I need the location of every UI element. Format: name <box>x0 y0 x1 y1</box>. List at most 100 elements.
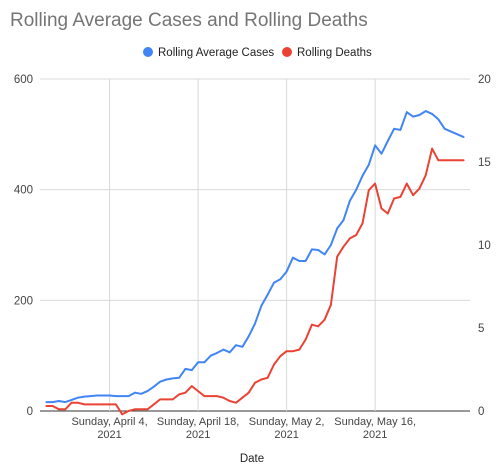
cases-point <box>45 401 48 403</box>
cases-point <box>102 394 105 397</box>
gridlines <box>40 78 470 412</box>
cases-point <box>247 335 250 338</box>
deaths-point <box>273 363 275 366</box>
cases-point <box>146 390 149 392</box>
cases-point <box>83 395 86 398</box>
x-tick-label: Sunday, May 2, <box>249 416 325 428</box>
cases-point <box>405 111 408 114</box>
deaths-point <box>330 303 332 306</box>
deaths-point <box>311 323 313 326</box>
legend-label-cases: Rolling Average Cases <box>158 47 274 59</box>
deaths-point <box>197 390 200 392</box>
deaths-point <box>367 189 370 192</box>
cases-point <box>418 114 421 116</box>
deaths-point <box>152 403 155 406</box>
cases-point <box>51 401 54 403</box>
cases-point <box>431 113 433 115</box>
cases-point <box>260 305 263 307</box>
deaths-point <box>437 159 440 162</box>
deaths-point <box>190 385 193 387</box>
y-tick-label: 600 <box>14 74 33 86</box>
cases-point <box>317 249 320 251</box>
deaths-point <box>304 338 307 341</box>
y-tick-label: 400 <box>14 185 33 197</box>
cases-point <box>462 136 465 139</box>
deaths-point <box>228 400 231 402</box>
cases-point <box>235 344 237 347</box>
deaths-point <box>349 237 351 240</box>
cases-point <box>58 400 60 402</box>
y2-tick-label: 15 <box>478 157 491 169</box>
deaths-point <box>102 403 105 406</box>
x-tick-label-year: 2021 <box>363 429 387 441</box>
deaths-point <box>140 408 143 411</box>
cases-point <box>152 385 155 388</box>
deaths-point <box>203 395 206 397</box>
deaths-point <box>241 396 244 399</box>
cases-point <box>450 130 452 133</box>
cases-point <box>121 395 124 397</box>
deaths-point <box>418 187 421 190</box>
cases-point <box>298 260 301 262</box>
deaths-point <box>298 348 301 351</box>
legend-item-cases[interactable]: Rolling Average Cases <box>143 47 274 59</box>
deaths-point <box>247 391 250 394</box>
legend-item-deaths[interactable]: Rolling Deaths <box>282 47 372 59</box>
cases-point <box>349 199 351 202</box>
deaths-point <box>89 403 92 406</box>
deaths-point <box>209 395 212 397</box>
deaths-point <box>424 174 427 177</box>
deaths-point <box>462 159 465 162</box>
legend-marker-cases <box>143 47 153 57</box>
cases-point <box>115 395 117 397</box>
deaths-point <box>115 403 117 406</box>
deaths-point <box>216 395 219 397</box>
cases-point <box>443 127 446 130</box>
deaths-point <box>374 182 376 185</box>
legend: Rolling Average Cases Rolling Deaths <box>143 47 372 59</box>
deaths-point <box>456 159 459 162</box>
deaths-point <box>254 381 256 384</box>
x-tick-label: Sunday, April 18, <box>157 416 239 428</box>
cases-point <box>184 368 187 370</box>
deaths-point <box>70 401 73 404</box>
deaths-point <box>292 350 294 353</box>
cases-point <box>178 376 181 379</box>
cases-point <box>140 392 143 395</box>
x-tick-label: Sunday, May 16, <box>334 416 416 428</box>
deaths-line <box>46 147 464 416</box>
deaths-point <box>266 376 269 379</box>
x-tick-label-year: 2021 <box>97 429 121 441</box>
deaths-point <box>165 398 168 401</box>
cases-point <box>165 378 168 381</box>
legend-label-deaths: Rolling Deaths <box>297 47 372 59</box>
cases-point <box>134 391 136 394</box>
deaths-point <box>355 234 358 236</box>
deaths-point <box>260 378 263 381</box>
cases-point <box>393 127 395 130</box>
deaths-point <box>431 147 433 150</box>
cases-point <box>171 377 174 380</box>
cases-point <box>342 219 345 222</box>
cases-point <box>159 380 162 383</box>
y2-tick-label: 10 <box>478 240 491 252</box>
x-axis-title: Date <box>240 453 264 465</box>
deaths-point <box>450 159 452 162</box>
x-tick-label: Sunday, April 4, <box>71 416 147 428</box>
deaths-point <box>127 410 130 412</box>
deaths-point <box>285 350 288 353</box>
deaths-point <box>64 408 67 411</box>
cases-point <box>266 293 269 296</box>
cases-point <box>222 348 225 351</box>
cases-point <box>89 395 92 397</box>
cases-point <box>203 361 206 364</box>
cases-point <box>374 144 376 147</box>
cases-point <box>241 345 244 348</box>
cases-point <box>292 256 294 259</box>
x-tick-label-year: 2021 <box>186 429 210 441</box>
series-lines <box>45 110 465 416</box>
cases-point <box>285 270 288 273</box>
cases-point <box>437 118 440 121</box>
deaths-point <box>443 159 446 162</box>
